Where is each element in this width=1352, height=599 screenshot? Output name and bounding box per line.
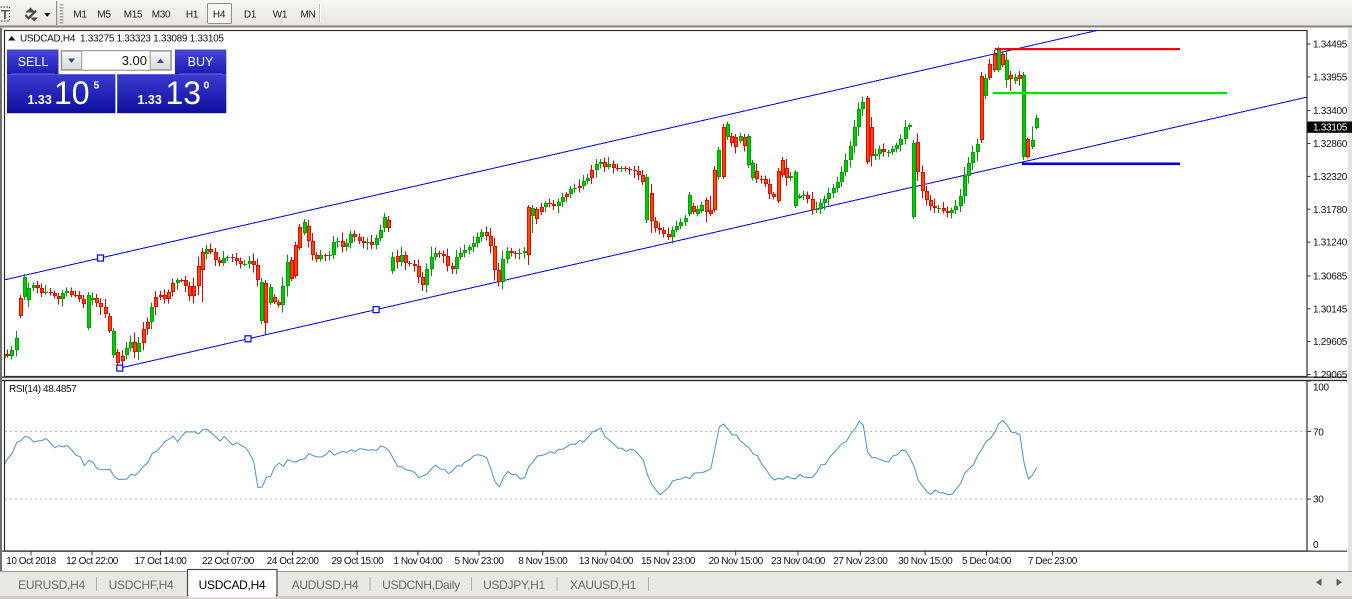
svg-text:USDJPY,H1: USDJPY,H1 — [483, 578, 545, 592]
svg-text:5 Dec 04:00: 5 Dec 04:00 — [962, 556, 1012, 567]
svg-text:20 Nov 15:00: 20 Nov 15:00 — [709, 556, 764, 567]
svg-text:M5: M5 — [97, 10, 111, 21]
svg-text:EURUSD,H4: EURUSD,H4 — [18, 578, 85, 592]
svg-text:MN: MN — [301, 10, 316, 21]
svg-text:5: 5 — [94, 80, 100, 92]
svg-text:23 Nov 04:00: 23 Nov 04:00 — [771, 556, 826, 567]
svg-text:7 Dec 23:00: 7 Dec 23:00 — [1028, 556, 1078, 567]
svg-text:3.00: 3.00 — [122, 53, 147, 68]
svg-text:13 Nov 04:00: 13 Nov 04:00 — [579, 556, 634, 567]
svg-text:1.31780: 1.31780 — [1313, 205, 1348, 216]
svg-text:BUY: BUY — [188, 55, 214, 69]
svg-text:13: 13 — [166, 75, 202, 111]
svg-text:70: 70 — [1313, 428, 1324, 439]
svg-text:USDCHF,H4: USDCHF,H4 — [109, 578, 174, 592]
svg-text:1.29605: 1.29605 — [1313, 337, 1348, 348]
svg-text:1 Nov 04:00: 1 Nov 04:00 — [393, 556, 443, 567]
svg-text:1.33955: 1.33955 — [1313, 73, 1348, 84]
svg-text:RSI(14) 48.4857: RSI(14) 48.4857 — [9, 384, 77, 395]
svg-text:30 Nov 15:00: 30 Nov 15:00 — [898, 556, 953, 567]
svg-text:10: 10 — [54, 75, 90, 111]
svg-text:1.33105: 1.33105 — [1313, 123, 1348, 134]
svg-text:W1: W1 — [273, 10, 288, 21]
svg-text:10 Oct 2018: 10 Oct 2018 — [6, 556, 56, 567]
svg-text:12 Oct 22:00: 12 Oct 22:00 — [66, 556, 119, 567]
svg-text:30: 30 — [1313, 494, 1324, 505]
svg-text:D1: D1 — [244, 10, 257, 21]
svg-text:USDCAD,H4 1.33275 1.33323 1.3: USDCAD,H4 1.33275 1.33323 1.33089 1.3310… — [20, 34, 224, 45]
svg-text:24 Oct 22:00: 24 Oct 22:00 — [267, 556, 320, 567]
svg-text:0: 0 — [1313, 540, 1319, 551]
svg-text:XAUUSD,H1: XAUUSD,H1 — [570, 578, 637, 592]
svg-text:15 Nov 23:00: 15 Nov 23:00 — [641, 556, 696, 567]
svg-text:H4: H4 — [213, 10, 226, 21]
svg-text:1.32320: 1.32320 — [1313, 172, 1348, 183]
svg-text:1.30145: 1.30145 — [1313, 304, 1348, 315]
svg-text:M15: M15 — [124, 10, 143, 21]
svg-text:T: T — [1, 7, 9, 22]
svg-text:100: 100 — [1313, 383, 1330, 394]
svg-text:M30: M30 — [152, 10, 171, 21]
svg-text:1.32860: 1.32860 — [1313, 139, 1348, 150]
svg-text:1.30685: 1.30685 — [1313, 272, 1348, 283]
svg-text:22 Oct 07:00: 22 Oct 07:00 — [202, 556, 255, 567]
svg-text:0: 0 — [204, 80, 210, 92]
svg-text:1.33400: 1.33400 — [1313, 106, 1348, 117]
svg-text:1.34495: 1.34495 — [1313, 40, 1348, 51]
svg-text:1.29065: 1.29065 — [1313, 370, 1348, 381]
svg-text:5 Nov 23:00: 5 Nov 23:00 — [455, 556, 505, 567]
svg-text:27 Nov 23:00: 27 Nov 23:00 — [833, 556, 888, 567]
svg-text:29 Oct 15:00: 29 Oct 15:00 — [331, 556, 384, 567]
svg-text:M1: M1 — [73, 10, 87, 21]
svg-text:USDCNH,Daily: USDCNH,Daily — [382, 578, 460, 592]
svg-text:SELL: SELL — [18, 55, 49, 69]
svg-text:1.33: 1.33 — [28, 93, 52, 107]
svg-text:H1: H1 — [186, 10, 199, 21]
svg-text:AUDUSD,H4: AUDUSD,H4 — [292, 578, 359, 592]
svg-text:1.31240: 1.31240 — [1313, 238, 1348, 249]
svg-text:8 Nov 15:00: 8 Nov 15:00 — [518, 556, 568, 567]
svg-text:USDCAD,H4: USDCAD,H4 — [199, 578, 266, 592]
svg-text:1.33: 1.33 — [138, 93, 162, 107]
svg-text:17 Oct 14:00: 17 Oct 14:00 — [135, 556, 188, 567]
